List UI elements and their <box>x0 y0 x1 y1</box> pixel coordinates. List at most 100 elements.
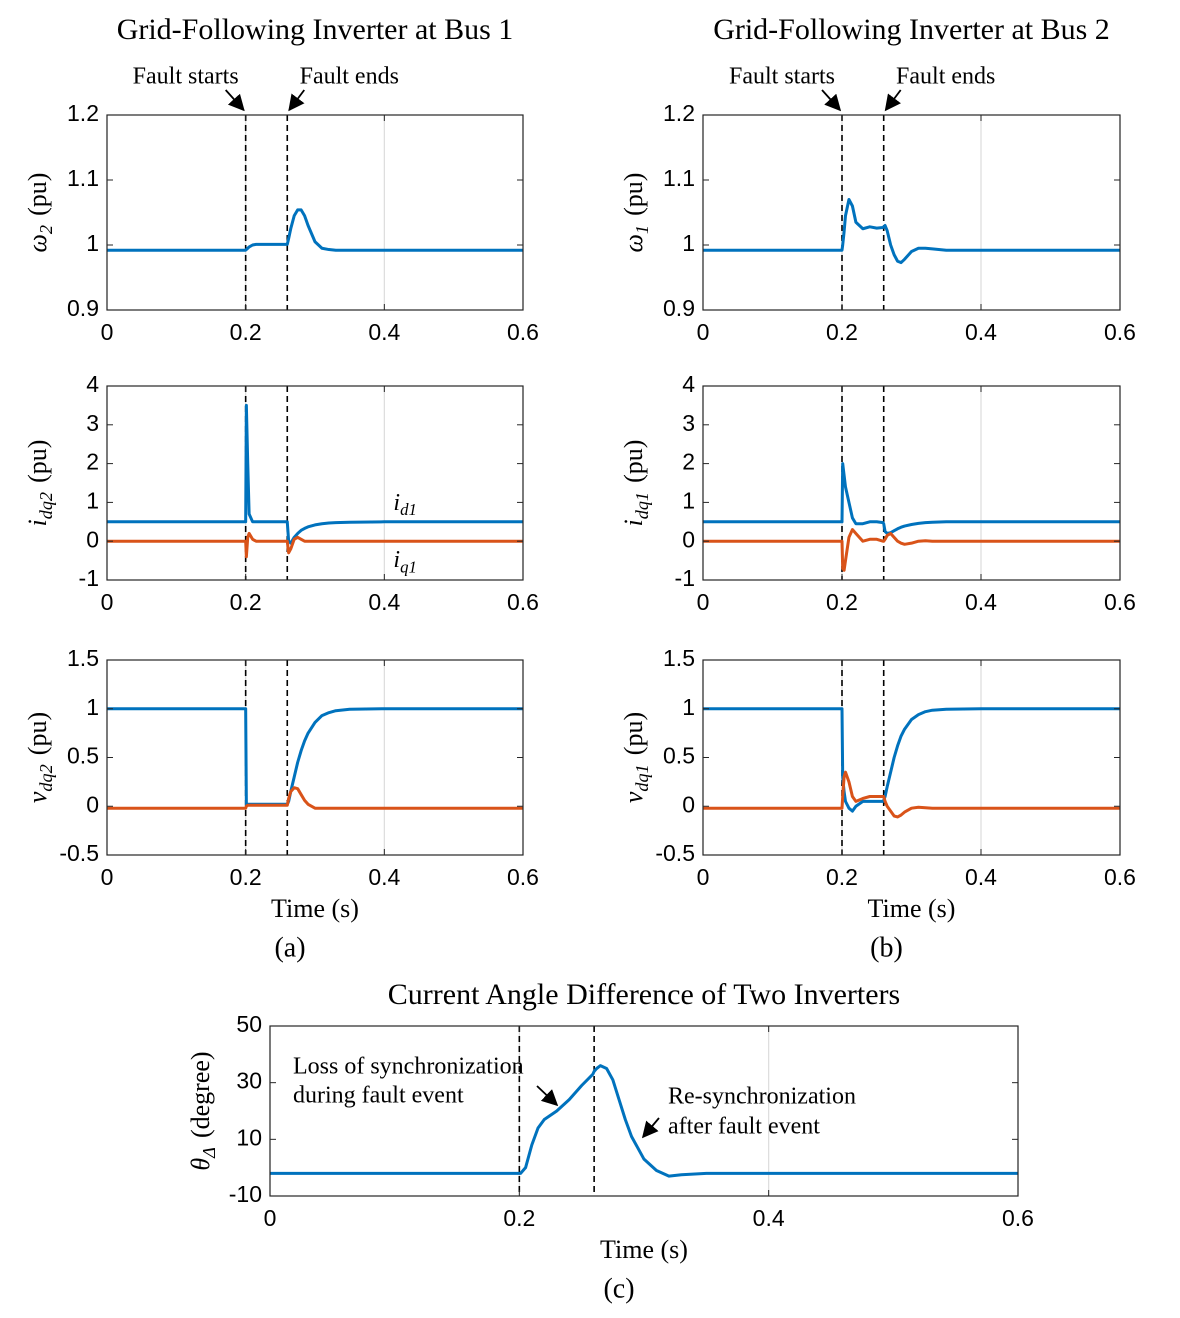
axes-box <box>702 114 1121 311</box>
series-line <box>703 462 1120 535</box>
y-tick-label: 1.2 <box>67 100 99 126</box>
x-tick-label: 0 <box>101 589 114 615</box>
y-tick-label: 1.1 <box>67 165 99 191</box>
x-tick-label: 0 <box>697 864 710 890</box>
x-tick-label: 0.6 <box>1104 864 1136 890</box>
y-axis-label: ω2 (pu) <box>23 173 56 253</box>
y-axis-label: vdq1 (pu) <box>619 712 652 803</box>
x-tick-label: 0.4 <box>368 864 400 890</box>
y-tick-label: 0 <box>682 526 695 552</box>
y-axis-label: idq2 (pu) <box>23 440 56 527</box>
annotation: Fault starts <box>729 64 835 90</box>
y-tick-label: 1.2 <box>663 100 695 126</box>
y-axis-label-unit: (pu) <box>23 173 52 216</box>
axes-box <box>106 114 524 311</box>
arrow <box>224 89 245 112</box>
y-axis-label: vdq2 (pu) <box>23 712 56 803</box>
x-tick-label: 0 <box>101 319 114 345</box>
series-line <box>703 770 1120 819</box>
x-tick-label: 0 <box>697 319 710 345</box>
series-label-subscript: q1 <box>400 557 417 576</box>
y-axis-label: idq1 (pu) <box>619 440 652 527</box>
y-axis-label: θΔ (degree) <box>186 1051 219 1170</box>
y-tick-label: 2 <box>86 449 99 475</box>
y-tick-label: 0 <box>682 791 695 817</box>
y-tick-label: 0.5 <box>67 743 99 769</box>
y-tick-label: 10 <box>236 1124 262 1150</box>
x-tick-label: 0 <box>101 864 114 890</box>
y-axis-label-unit: (pu) <box>619 440 648 483</box>
y-axis-label-symbol: ω <box>619 234 648 252</box>
y-tick-label: 1 <box>682 487 695 513</box>
y-tick-label: -1 <box>675 565 695 591</box>
y-axis-label-symbol: θ <box>186 1158 215 1171</box>
caption: (a) <box>274 932 305 963</box>
y-axis-label-subscript: 1 <box>632 225 652 234</box>
x-axis-label: Time (s) <box>600 1235 688 1264</box>
arrow <box>536 1085 559 1107</box>
y-tick-label: 4 <box>86 371 99 397</box>
series-line <box>703 198 1120 265</box>
y-axis-label-subscript: dq2 <box>36 492 56 519</box>
series-line <box>107 403 523 545</box>
series-line <box>703 528 1120 572</box>
annotation: Loss of synchronization <box>293 1054 524 1080</box>
y-tick-label: -1 <box>79 565 99 591</box>
y-axis-label: ω1 (pu) <box>619 173 652 253</box>
series-line <box>107 531 523 559</box>
y-axis-label-symbol: ω <box>23 234 52 252</box>
series-line <box>270 1064 1018 1178</box>
x-tick-label: 0.4 <box>368 319 400 345</box>
x-tick-label: 0.2 <box>826 589 858 615</box>
x-tick-label: 0.2 <box>503 1205 535 1231</box>
axes-box <box>702 385 1121 581</box>
x-axis-label: Time (s) <box>868 894 956 923</box>
arrow <box>288 89 305 112</box>
y-axis-label-subscript: 2 <box>36 225 56 234</box>
series-line <box>107 208 523 252</box>
plot-area <box>107 660 523 855</box>
x-tick-label: 0.4 <box>965 319 997 345</box>
series-label-symbol: i <box>393 489 400 515</box>
chart-title: Grid-Following Inverter at Bus 1 <box>117 13 514 46</box>
y-axis-label-unit: (pu) <box>23 712 52 755</box>
x-axis-label: Time (s) <box>271 894 359 923</box>
axes-box <box>106 385 524 581</box>
y-axis-label-symbol: i <box>619 519 648 526</box>
x-tick-label: 0.6 <box>507 864 539 890</box>
series-label: iq1 <box>393 547 416 577</box>
y-tick-label: -0.5 <box>655 840 695 866</box>
y-tick-label: 0.5 <box>663 743 695 769</box>
annotation: Fault ends <box>896 64 995 90</box>
y-axis-label-symbol: i <box>23 519 52 526</box>
y-axis-label-symbol: v <box>23 791 52 803</box>
y-tick-label: 2 <box>682 449 695 475</box>
y-tick-label: -10 <box>229 1181 262 1207</box>
series-label: id1 <box>393 489 416 519</box>
plot-area <box>270 1026 1018 1196</box>
x-tick-label: 0 <box>697 589 710 615</box>
y-axis-label-subscript: dq1 <box>632 764 652 791</box>
y-axis-label-unit: (pu) <box>23 440 52 483</box>
series-line <box>107 786 523 810</box>
y-axis-label-symbol: v <box>619 791 648 803</box>
y-axis-label-subscript: dq1 <box>632 492 652 519</box>
x-tick-label: 0.6 <box>1002 1205 1034 1231</box>
y-tick-label: 0 <box>86 791 99 817</box>
caption: (c) <box>603 1273 634 1304</box>
y-tick-label: 3 <box>682 410 695 436</box>
y-tick-label: 3 <box>86 410 99 436</box>
y-axis-label-subscript: Δ <box>199 1147 219 1159</box>
chart-title: Grid-Following Inverter at Bus 2 <box>713 13 1110 46</box>
series-label-subscript: d1 <box>400 500 417 519</box>
y-tick-label: 1.1 <box>663 165 695 191</box>
plot-area <box>703 115 1120 310</box>
x-tick-label: 0.6 <box>1104 319 1136 345</box>
y-tick-label: 4 <box>682 371 695 397</box>
arrow <box>641 1117 660 1139</box>
y-tick-label: 1 <box>682 694 695 720</box>
x-tick-label: 0.6 <box>1104 589 1136 615</box>
y-axis-label-unit: (pu) <box>619 173 648 216</box>
axes-box <box>269 1025 1019 1197</box>
